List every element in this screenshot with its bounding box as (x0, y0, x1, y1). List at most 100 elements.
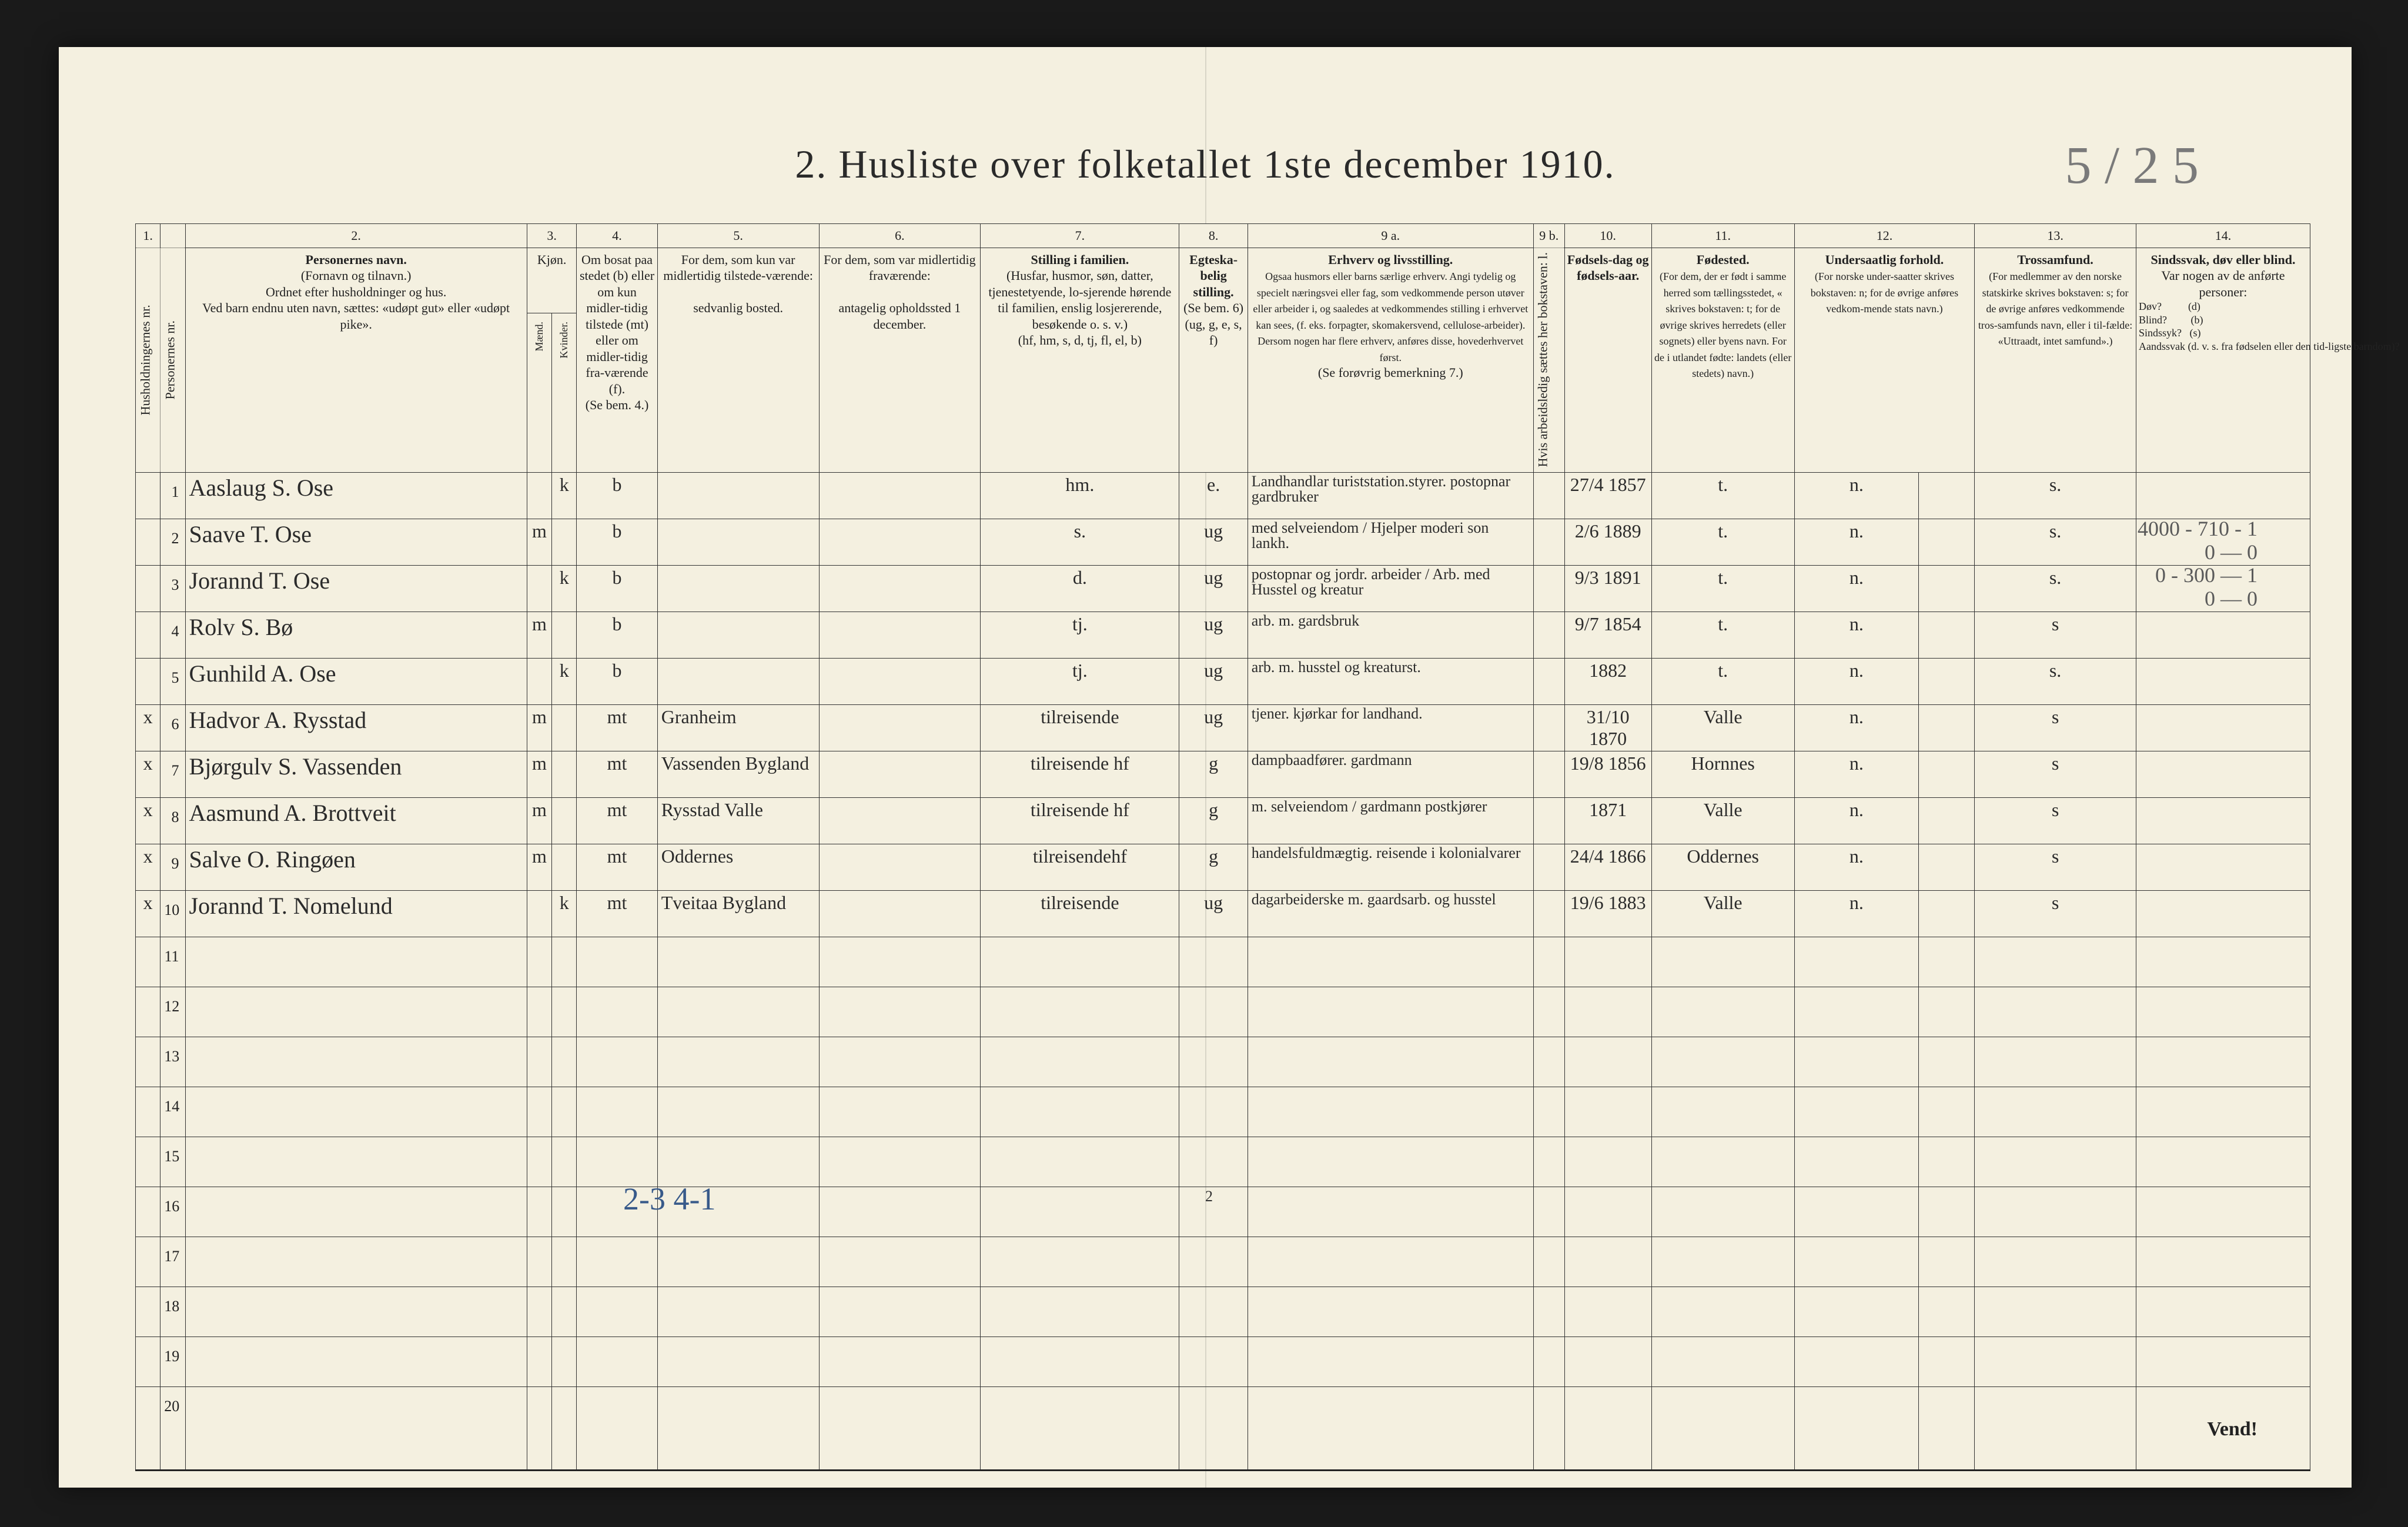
cell-blank (1919, 844, 1975, 890)
cell-empty (657, 987, 819, 1037)
cell-c5: Granheim (657, 704, 819, 751)
cell-fst: t. (1651, 472, 1794, 519)
cell-c14 (2136, 844, 2310, 890)
colnum: 11. (1651, 224, 1794, 248)
cell-empty (552, 937, 577, 987)
cell-und: n. (1794, 844, 1918, 890)
cell-und: n. (1794, 751, 1918, 797)
header-main-row: Husholdningernes nr. Personernes nr. Per… (136, 248, 2310, 313)
cell-rownum: 5 (160, 658, 185, 704)
cell-erh: Landhandlar turiststation.styrer. postop… (1248, 472, 1533, 519)
cell-res: b (577, 612, 657, 658)
cell-empty (577, 1087, 657, 1137)
cell-fam: tj. (981, 612, 1179, 658)
cell-x (136, 1187, 160, 1237)
cell-empty (657, 1087, 819, 1137)
cell-empty (1794, 987, 1918, 1037)
cell-empty (527, 1287, 551, 1336)
cell-empty (2136, 987, 2310, 1037)
cell-k: k (552, 565, 577, 612)
colnum: 14. (2136, 224, 2310, 248)
cell-empty (527, 937, 551, 987)
cell-x: x (136, 797, 160, 844)
cell-c9b (1533, 519, 1564, 565)
cell-c14 (2136, 612, 2310, 658)
cell-m (527, 472, 551, 519)
cell-x (136, 1037, 160, 1087)
cell-empty (657, 1237, 819, 1287)
cell-c6 (819, 565, 981, 612)
cell-k (552, 519, 577, 565)
cell-empty (819, 987, 981, 1037)
cell-empty (1651, 1087, 1794, 1137)
cell-empty (981, 1287, 1179, 1336)
hdr-kjon: Kjøn. (527, 248, 577, 313)
table-row-empty: 14 (136, 1087, 2310, 1137)
cell-name: Gunhild A. Ose (185, 658, 527, 704)
table-row: 1Aaslaug S. Osekbhm.e.Landhandlar turist… (136, 472, 2310, 519)
cell-c5: Tveitaa Bygland (657, 890, 819, 937)
cell-fst: t. (1651, 519, 1794, 565)
table-row-empty: 15 (136, 1137, 2310, 1187)
cell-res: b (577, 472, 657, 519)
cell-empty (819, 1237, 981, 1287)
cell-name: Rolv S. Bø (185, 612, 527, 658)
cell-empty (981, 1237, 1179, 1287)
cell-empty (1248, 1386, 1533, 1470)
cell-empty (1533, 1187, 1564, 1237)
cell-c14 (2136, 472, 2310, 519)
hdr-tros: Trossamfund. (For medlemmer av den norsk… (1975, 248, 2136, 472)
cell-empty (819, 937, 981, 987)
colnum: 4. (577, 224, 657, 248)
cell-empty (1919, 1037, 1975, 1087)
cell-eg: ug (1179, 658, 1248, 704)
cell-empty (1651, 1187, 1794, 1237)
cell-rownum: 8 (160, 797, 185, 844)
cell-empty (1794, 937, 1918, 987)
hdr-sinds-top: Sindssvak, døv eller blind. (2151, 252, 2295, 267)
cell-empty (2136, 1087, 2310, 1137)
hdr-bosat-bot: (Se bem. 4.) (586, 397, 649, 412)
cell-k (552, 844, 577, 890)
cell-empty (1179, 1187, 1248, 1237)
page-number-bottom: 2 (1205, 1188, 1213, 1205)
cell-c6 (819, 751, 981, 797)
cell-empty (1919, 1287, 1975, 1336)
table-row-empty: 17 (136, 1237, 2310, 1287)
cell-empty (1975, 1287, 2136, 1336)
hdr-sinds-mid: Var nogen av de anførte personer: (2161, 268, 2285, 299)
hdr-person-nr: Personernes nr. (160, 248, 185, 472)
cell-c14 (2136, 890, 2310, 937)
cell-empty (552, 1037, 577, 1087)
cell-fam: tilreisende (981, 890, 1179, 937)
cell-empty (1975, 1187, 2136, 1237)
cell-blank (1919, 565, 1975, 612)
cell-x (136, 1336, 160, 1386)
cell-empty (1975, 987, 2136, 1037)
cell-blank (1919, 704, 1975, 751)
cell-k (552, 751, 577, 797)
hdr-stilling-mid: (Husfar, husmor, søn, datter, tjenestety… (988, 268, 1171, 332)
table-row-empty: 11 (136, 937, 2310, 987)
cell-k (552, 612, 577, 658)
hdr-egte-top: Egteska-belig stilling. (1189, 252, 1238, 299)
cell-empty (1794, 1037, 1918, 1087)
cell-empty (657, 1137, 819, 1187)
cell-c5 (657, 658, 819, 704)
cell-rownum: 18 (160, 1287, 185, 1336)
cell-rownum: 15 (160, 1137, 185, 1187)
table-row: 2Saave T. Osembs.ugmed selveiendom / Hje… (136, 519, 2310, 565)
cell-und: n. (1794, 519, 1918, 565)
cell-empty (1794, 1087, 1918, 1137)
cell-m: m (527, 844, 551, 890)
cell-blank (1919, 658, 1975, 704)
cell-empty (1564, 1336, 1651, 1386)
cell-rownum: 4 (160, 612, 185, 658)
cell-ts: s. (1975, 472, 2136, 519)
cell-c9b (1533, 797, 1564, 844)
cell-empty (657, 1336, 819, 1386)
cell-fst: Hornnes (1651, 751, 1794, 797)
cell-empty (527, 1087, 551, 1137)
cell-empty (1564, 1237, 1651, 1287)
cell-rownum: 12 (160, 987, 185, 1037)
